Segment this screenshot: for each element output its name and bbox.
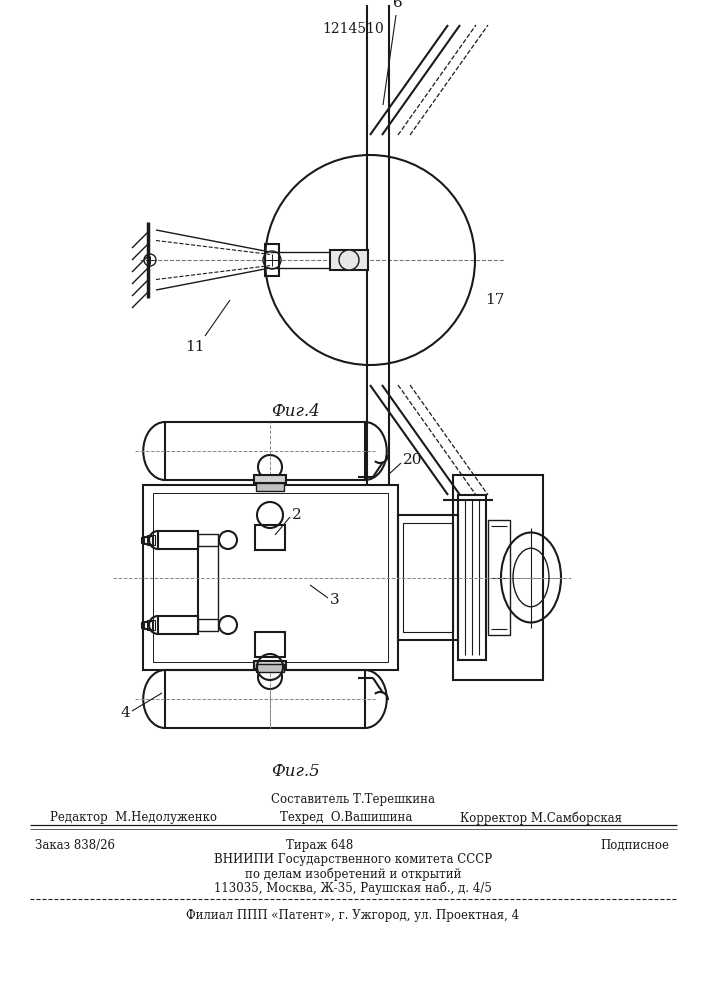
Bar [165, 422, 365, 480]
Text: Тираж 648: Тираж 648 [286, 838, 354, 852]
Bar [256, 664, 284, 672]
Bar [144, 621, 152, 629]
Text: Корректор М.Самборская: Корректор М.Самборская [460, 811, 622, 825]
Bar [256, 483, 284, 491]
Bar [458, 495, 486, 660]
Bar [403, 523, 453, 632]
Text: Редактор  М.Недолуженко: Редактор М.Недолуженко [50, 812, 217, 824]
Text: 6: 6 [393, 0, 403, 10]
Text: Составитель Т.Терешкина: Составитель Т.Терешкина [271, 794, 435, 806]
Bar [255, 632, 285, 657]
Text: 17: 17 [485, 293, 504, 307]
Text: Заказ 838/26: Заказ 838/26 [35, 838, 115, 852]
Bar [198, 619, 218, 631]
Bar [198, 534, 218, 546]
Bar [255, 525, 285, 550]
Text: по делам изобретений и открытий: по делам изобретений и открытий [245, 867, 461, 881]
Bar [488, 520, 510, 635]
Text: 11: 11 [185, 340, 205, 354]
Bar [254, 475, 286, 483]
Bar [398, 515, 458, 640]
Text: Филиал ППП «Патент», г. Ужгород, ул. Проектная, 4: Филиал ППП «Патент», г. Ужгород, ул. Про… [187, 908, 520, 922]
Text: 4: 4 [120, 706, 130, 720]
Circle shape [339, 250, 359, 270]
Text: 1214510: 1214510 [322, 22, 384, 36]
Bar [254, 661, 286, 669]
Text: ВНИИПИ Государственного комитета СССР: ВНИИПИ Государственного комитета СССР [214, 854, 492, 866]
Bar [453, 475, 543, 680]
Text: 113035, Москва, Ж-35, Раушская наб., д. 4/5: 113035, Москва, Ж-35, Раушская наб., д. … [214, 881, 492, 895]
Text: Техред  О.Вашишина: Техред О.Вашишина [280, 812, 412, 824]
Text: 2: 2 [292, 508, 302, 522]
Bar [330, 250, 368, 270]
Text: 3: 3 [330, 593, 339, 607]
Bar [165, 670, 365, 728]
Bar [143, 485, 398, 670]
Text: 20: 20 [403, 453, 423, 467]
Bar [158, 616, 198, 634]
Bar [265, 244, 279, 276]
Bar [147, 535, 155, 545]
Text: Фиг.4: Фиг.4 [271, 403, 320, 420]
Bar [147, 620, 155, 630]
Bar [153, 493, 388, 662]
Text: Фиг.5: Фиг.5 [271, 764, 320, 780]
Ellipse shape [501, 532, 561, 622]
Bar [144, 536, 152, 544]
Text: Подписное: Подписное [600, 838, 669, 852]
Bar [141, 537, 149, 543]
Bar [158, 531, 198, 549]
Bar [141, 622, 149, 628]
